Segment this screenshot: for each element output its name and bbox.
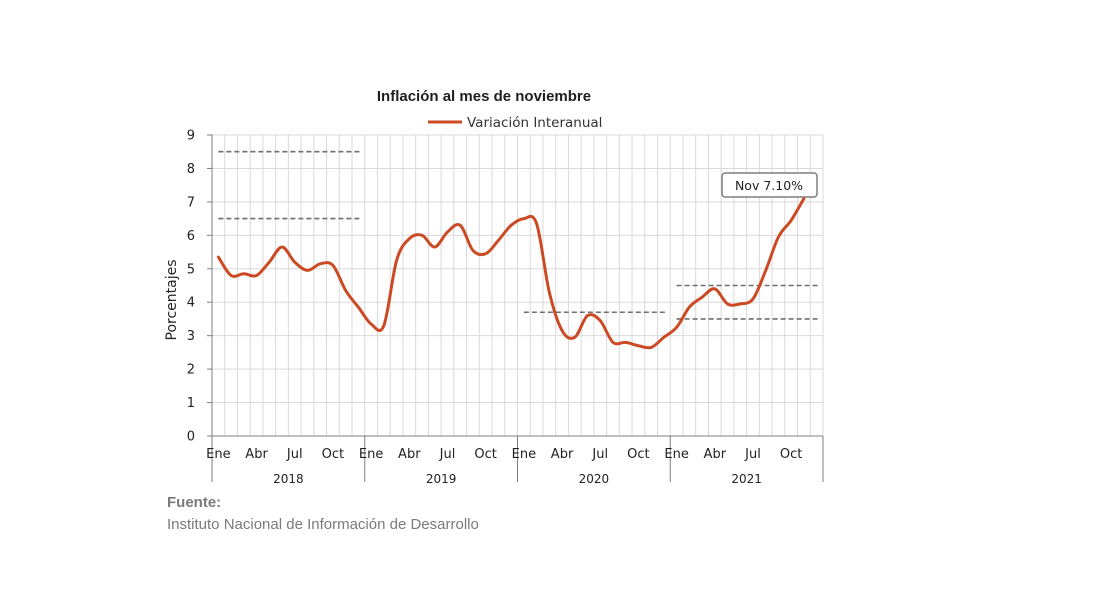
x-tick-label: Ene <box>206 447 230 462</box>
year-label: 2018 <box>273 472 304 486</box>
year-label: 2021 <box>731 472 762 486</box>
x-tick-label: Abr <box>398 447 421 462</box>
x-tick-label: Abr <box>551 447 574 462</box>
chart-title: Inflación al mes de noviembre <box>377 88 591 105</box>
annotation: Nov 7.10% <box>721 172 818 198</box>
x-tick-label: Ene <box>512 447 536 462</box>
series-line <box>216 197 806 350</box>
y-tick-label: 4 <box>187 296 195 311</box>
x-tick-label: Ene <box>664 447 688 462</box>
y-tick-label: 2 <box>187 363 195 378</box>
y-tick-label: 9 <box>187 129 195 144</box>
x-tick-label: Jul <box>591 447 608 462</box>
y-ticks: 0 1 2 3 4 5 6 7 8 9 <box>187 129 195 445</box>
annotation-label: Nov 7.10% <box>735 178 803 193</box>
year-label: 2020 <box>579 472 610 486</box>
x-tick-label: Oct <box>474 447 496 462</box>
x-tick-label: Jul <box>744 447 761 462</box>
source-title: Fuente: <box>167 494 222 511</box>
y-tick-label: 5 <box>187 262 195 277</box>
x-tick-label: Oct <box>627 447 649 462</box>
x-tick-label: Oct <box>322 447 344 462</box>
x-tick-label: Abr <box>704 447 727 462</box>
annotation-box <box>721 172 818 198</box>
x-tick-label: Ene <box>359 447 383 462</box>
y-tick-label: 6 <box>187 229 195 244</box>
gridlines <box>212 134 824 436</box>
y-tick-label: 3 <box>187 329 195 344</box>
x-ticks: Ene Abr Jul Oct Ene Abr Jul Oct Ene Abr Jul Oct Ene A… <box>206 447 802 462</box>
y-tick-label: 8 <box>187 162 195 177</box>
y-tick-label: 7 <box>187 195 195 210</box>
legend-label: Variación Interanual <box>467 115 602 131</box>
y-tick-label: 1 <box>187 396 195 411</box>
source-body: Instituto Nacional de Información de Des… <box>167 516 479 533</box>
year-label: 2019 <box>426 472 457 486</box>
y-axis-label: Porcentajes <box>164 259 180 340</box>
axes <box>207 134 824 482</box>
x-tick-label: Oct <box>780 447 802 462</box>
year-labels: 2018 2019 2020 2021 <box>273 472 762 486</box>
x-tick-label: Jul <box>286 447 303 462</box>
legend: Variación Interanual <box>428 115 602 131</box>
y-tick-label: 0 <box>187 430 195 445</box>
x-tick-label: Jul <box>439 447 456 462</box>
x-tick-label: Abr <box>245 447 268 462</box>
